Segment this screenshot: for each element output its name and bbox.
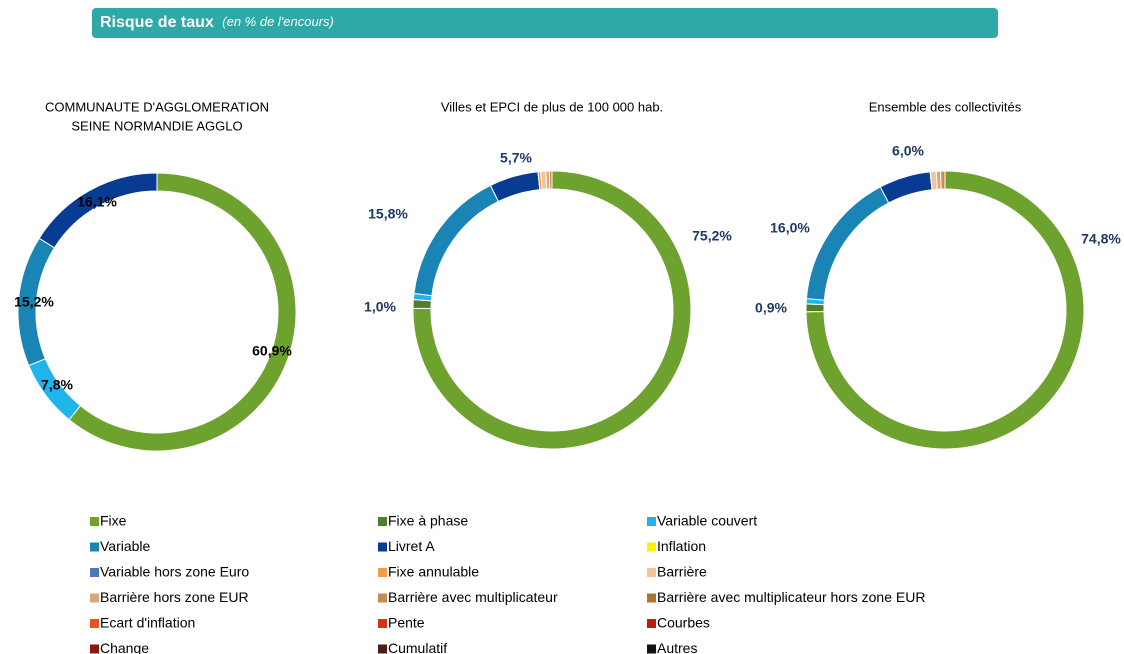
- donut-slice: [879, 171, 933, 204]
- legend-label: Barrière: [657, 564, 707, 580]
- donut-slice: [805, 186, 890, 301]
- legend-label: Fixe à phase: [388, 513, 468, 529]
- donut-slice: [412, 170, 692, 450]
- legend-label: Barrière avec multiplicateur: [388, 589, 558, 605]
- value-label: 16,0%: [770, 220, 810, 236]
- legend-label: Variable: [100, 538, 151, 554]
- legend-label: Cumulatif: [388, 640, 447, 654]
- chart-title: COMMUNAUTE D'AGGLOMERATION: [45, 99, 269, 114]
- legend-label: Pente: [388, 615, 425, 631]
- legend-swatch: [90, 619, 99, 628]
- value-label: 60,9%: [252, 343, 292, 359]
- value-label: 74,8%: [1081, 231, 1121, 247]
- legend-swatch: [90, 568, 99, 577]
- chart-title: Ensemble des collectivités: [869, 99, 1022, 114]
- value-label: 75,2%: [692, 228, 732, 244]
- legend-label: Variable couvert: [657, 513, 757, 529]
- legend-swatch: [378, 593, 387, 603]
- donut-slice: [940, 170, 946, 190]
- legend-label: Inflation: [657, 538, 706, 554]
- legend-swatch: [647, 568, 656, 577]
- header: Risque de taux (en % de l'encours): [100, 14, 334, 31]
- value-label: 5,7%: [500, 150, 532, 166]
- legend-swatch: [378, 644, 387, 654]
- legend-swatch: [378, 517, 387, 526]
- value-label: 7,8%: [41, 377, 73, 393]
- value-label: 15,8%: [368, 206, 408, 222]
- legend-label: Change: [100, 640, 149, 654]
- chart-title: SEINE NORMANDIE AGGLO: [71, 118, 242, 133]
- header-bar: [92, 8, 998, 38]
- legend-swatch: [647, 593, 656, 603]
- legend-swatch: [90, 517, 99, 526]
- legend-label: Fixe annulable: [388, 564, 479, 580]
- legend-swatch: [647, 542, 656, 552]
- value-label: 15,2%: [14, 294, 54, 310]
- legend-swatch: [90, 593, 99, 603]
- donut-slice: [413, 184, 500, 297]
- legend-label: Barrière hors zone EUR: [100, 589, 249, 605]
- legend-label: Livret A: [388, 538, 435, 554]
- legend-swatch: [378, 619, 387, 628]
- legend-label: Courbes: [657, 615, 710, 631]
- legend-label: Barrière avec multiplicateur hors zone E…: [657, 589, 925, 605]
- donut-slice: [68, 172, 297, 452]
- chart-title: Villes et EPCI de plus de 100 000 hab.: [441, 99, 663, 114]
- legend-swatch: [647, 644, 656, 654]
- legend-label: Fixe: [100, 513, 127, 529]
- value-label: 1,0%: [364, 299, 396, 315]
- legend-swatch: [90, 644, 99, 654]
- legend-label: Variable hors zone Euro: [100, 564, 249, 580]
- header-subtitle: (en % de l'encours): [222, 14, 334, 29]
- donut-slice: [805, 170, 1085, 450]
- legend-swatch: [378, 568, 387, 577]
- legend-swatch: [90, 542, 99, 552]
- donut-slice: [38, 172, 158, 249]
- value-label: 0,9%: [755, 300, 787, 316]
- value-label: 16,1%: [77, 194, 117, 210]
- legend-label: Ecart d'inflation: [100, 615, 195, 631]
- legend-label: Autres: [657, 640, 697, 654]
- legend-swatch: [378, 542, 387, 552]
- header-title: Risque de taux: [100, 14, 214, 31]
- value-label: 6,0%: [892, 143, 924, 159]
- legend-swatch: [647, 619, 656, 628]
- legend-swatch: [647, 517, 656, 526]
- donut-slice: [805, 303, 825, 313]
- donut-slice: [489, 171, 541, 203]
